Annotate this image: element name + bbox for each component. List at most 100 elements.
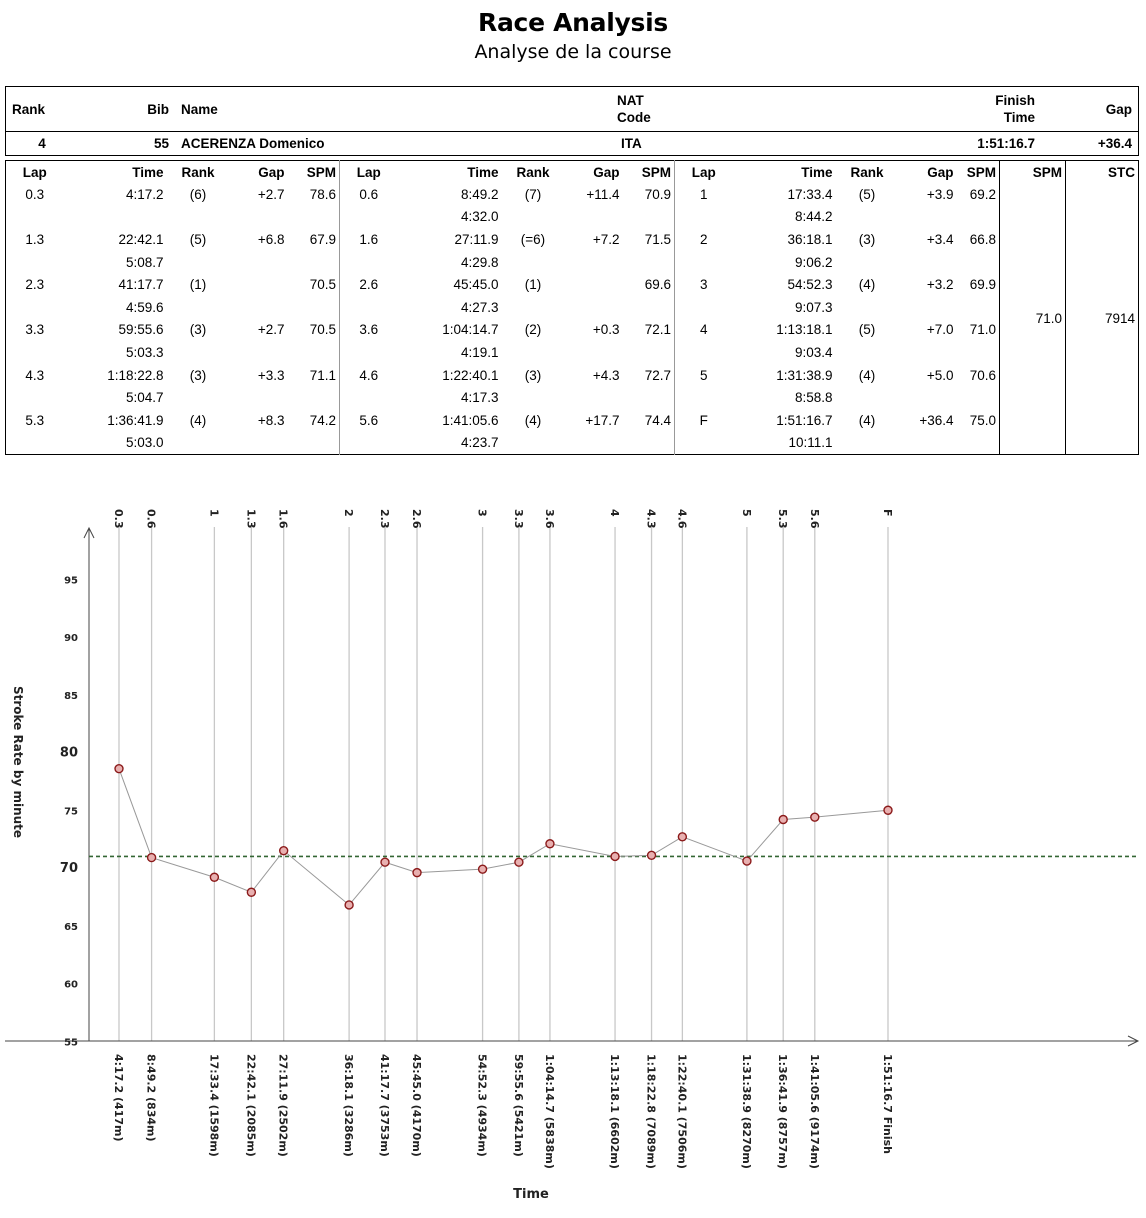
lap-spm: 71.5 <box>644 231 671 247</box>
athlete-name: ACERENZA Domenico <box>181 136 325 151</box>
y-tick-label: 65 <box>64 922 78 933</box>
lap-gap: +2.7 <box>257 322 285 338</box>
y-axis-title: Stroke Rate by minute <box>11 686 25 838</box>
lap-split-empty <box>339 250 398 274</box>
spm-point <box>677 832 688 842</box>
lap-rank: (1) <box>524 277 542 293</box>
lap-rank: (1) <box>189 277 207 293</box>
lap-time-label: 1:13:18.1 (6602m) <box>608 1054 621 1169</box>
lap-top-label: 0.3 <box>112 509 125 529</box>
stc-value: 7914 <box>1065 183 1139 455</box>
header-spm: SPM <box>641 164 671 180</box>
lap-label: 2.6 <box>339 273 398 296</box>
lap-top-label: 4 <box>608 509 621 517</box>
lap-time: 27:11.9 <box>454 231 499 247</box>
lap-spm: 72.7 <box>644 367 671 383</box>
lap-time-label: 36:18.1 (3286m) <box>342 1054 355 1157</box>
lap-top-label: 3 <box>476 509 489 517</box>
athlete-row: 4 55 ACERENZA Domenico ITA 1:51:16.7 +36… <box>6 132 1139 156</box>
lap-time-label: 17:33.4 (1598m) <box>207 1054 220 1157</box>
header-time: Time <box>132 164 164 180</box>
lap-rank: (3) <box>524 367 542 383</box>
lap-label: 4.6 <box>339 363 398 387</box>
lap-time-label: 1:22:40.1 (7506m) <box>675 1054 688 1169</box>
lap-split-empty <box>339 431 398 455</box>
spm-point <box>412 867 422 878</box>
header-gap: Gap <box>258 164 285 180</box>
lap-row: 3.3 59:55.6 (3) +2.7 70.5 3.6 1:04:14.7 (2) +0.3… <box>6 318 1139 342</box>
page-title: Race Analysis <box>478 8 668 37</box>
lap-rank: (4) <box>858 367 876 383</box>
lap-spm: 71.1 <box>309 367 336 383</box>
y-tick-label: 80 <box>60 746 78 761</box>
spm-point <box>742 856 752 866</box>
lap-split-time: 4:32.0 <box>460 209 499 225</box>
lap-split-row: 5:03.0 4:23.7 10:11.1 <box>6 431 1139 455</box>
header-lap: Lap <box>22 164 47 180</box>
lap-split-empty <box>674 205 733 229</box>
lap-label: 5.6 <box>339 408 398 432</box>
lap-top-label: 3.6 <box>543 509 556 529</box>
lap-time-label: 1:41:05.6 (9174m) <box>808 1054 821 1169</box>
lap-spm: 78.6 <box>309 186 336 202</box>
lap-split-time: 9:06.2 <box>794 254 833 270</box>
lap-top-label: 1 <box>207 509 220 517</box>
lap-spm: 75.0 <box>969 412 996 428</box>
lap-gap: +4.3 <box>592 367 620 383</box>
lap-time: 1:36:41.9 <box>107 412 164 428</box>
lap-split-time: 4:29.8 <box>460 254 499 270</box>
header-avg-spm: SPM <box>999 160 1066 183</box>
spm-point <box>146 852 157 863</box>
lap-time: 4:17.2 <box>125 186 164 202</box>
lap-rank: (3) <box>189 322 207 338</box>
y-tick-label: 75 <box>64 806 78 817</box>
lap-time-label: 45:45.0 (4170m) <box>410 1054 423 1157</box>
lap-gap: +11.4 <box>586 186 620 202</box>
lap-top-label: 3.3 <box>512 509 525 529</box>
lap-top-label: 5.3 <box>776 509 789 529</box>
lap-split-empty <box>674 341 733 364</box>
lap-spm: 70.5 <box>309 322 336 338</box>
lap-rank: (3) <box>189 367 207 383</box>
lap-gap: +8.3 <box>257 412 285 428</box>
lap-time: 1:51:16.7 <box>776 412 833 428</box>
header-lap: Lap <box>674 160 733 183</box>
lap-gap: +5.0 <box>926 367 954 383</box>
lap-time: 36:18.1 <box>787 231 833 247</box>
lap-label: 3 <box>674 273 733 296</box>
spm-point <box>514 857 524 867</box>
lap-rank: (5) <box>858 186 876 202</box>
lap-time-label: 41:17.7 (3753m) <box>378 1054 391 1157</box>
lap-splits-table: Lap Time Rank Gap SPM Lap Time Rank Gap … <box>5 160 1139 456</box>
lap-split-empty <box>674 295 733 319</box>
x-axis-arrow <box>1127 1035 1140 1047</box>
athlete-summary-table: Rank Bib Name NAT Code Finish Time Gap 4… <box>5 86 1139 156</box>
spm-point <box>810 812 820 822</box>
lap-label: 5.3 <box>25 412 45 428</box>
lap-time: 1:31:38.9 <box>776 367 833 383</box>
lap-split-empty <box>674 386 733 409</box>
lap-split-time: 5:03.3 <box>125 344 164 360</box>
lap-rank: (4) <box>858 412 876 428</box>
lap-rank: (5) <box>858 322 876 338</box>
lap-time: 54:52.3 <box>787 277 833 293</box>
lap-rank: (3) <box>858 231 876 247</box>
lap-split-empty <box>674 431 733 455</box>
lap-top-label: 0.6 <box>145 509 158 529</box>
lap-label: 3.6 <box>339 318 398 342</box>
athlete-rank: 4 <box>38 136 46 151</box>
lap-time: 45:45.0 <box>453 277 499 293</box>
lap-time-label: 1:36:41.9 (8757m) <box>776 1054 789 1169</box>
lap-top-label: 1.6 <box>277 509 290 529</box>
lap-gap: +3.2 <box>926 277 954 293</box>
lap-gap: +3.4 <box>926 231 954 247</box>
lap-split-time: 4:23.7 <box>460 435 499 451</box>
lap-rank: (=6) <box>520 231 546 247</box>
y-tick-label: 90 <box>64 633 78 644</box>
lap-split-empty <box>339 341 398 364</box>
lap-time: 41:17.7 <box>118 277 164 293</box>
lap-gap: +3.9 <box>926 186 954 202</box>
lap-rank: (6) <box>189 186 207 202</box>
header-spm: SPM <box>306 164 336 180</box>
lap-gap: +0.3 <box>592 322 620 338</box>
